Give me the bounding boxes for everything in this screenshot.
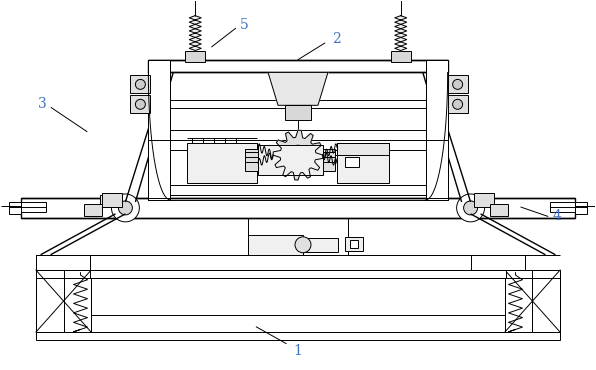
- Polygon shape: [273, 130, 323, 180]
- Polygon shape: [190, 33, 201, 37]
- Polygon shape: [395, 29, 406, 33]
- Circle shape: [135, 80, 145, 90]
- Circle shape: [457, 194, 485, 222]
- Bar: [551, 202, 575, 212]
- Bar: [337, 143, 389, 183]
- Polygon shape: [395, 42, 406, 46]
- Bar: [131, 95, 150, 113]
- Bar: [85, 204, 103, 216]
- Bar: [101, 195, 119, 207]
- Bar: [258, 145, 323, 175]
- Bar: [285, 105, 311, 120]
- Bar: [103, 193, 122, 207]
- Bar: [187, 143, 257, 183]
- Text: 3: 3: [38, 97, 46, 111]
- Bar: [148, 60, 170, 200]
- Bar: [575, 202, 587, 214]
- Circle shape: [464, 201, 477, 215]
- Polygon shape: [190, 16, 201, 20]
- Bar: [532, 270, 560, 332]
- Polygon shape: [190, 29, 201, 33]
- Bar: [474, 193, 493, 207]
- Circle shape: [295, 237, 311, 253]
- Bar: [21, 198, 575, 218]
- Bar: [36, 332, 560, 340]
- Bar: [9, 202, 21, 214]
- Polygon shape: [190, 37, 201, 42]
- Circle shape: [111, 194, 139, 222]
- Bar: [148, 60, 448, 73]
- Polygon shape: [190, 24, 201, 29]
- Polygon shape: [190, 20, 201, 24]
- Bar: [64, 270, 91, 332]
- Circle shape: [452, 99, 462, 109]
- Bar: [91, 270, 505, 278]
- Bar: [345, 157, 359, 167]
- Bar: [248, 235, 303, 255]
- Bar: [83, 205, 100, 215]
- Bar: [448, 75, 468, 93]
- Circle shape: [119, 201, 132, 215]
- Bar: [505, 270, 532, 332]
- Bar: [426, 140, 448, 198]
- Bar: [131, 75, 150, 93]
- Polygon shape: [395, 16, 406, 20]
- Bar: [426, 60, 448, 200]
- Circle shape: [135, 99, 145, 109]
- Circle shape: [452, 80, 462, 90]
- Bar: [91, 255, 505, 270]
- Polygon shape: [395, 20, 406, 24]
- Bar: [489, 204, 508, 216]
- Bar: [323, 149, 335, 171]
- Polygon shape: [268, 73, 328, 105]
- Bar: [337, 143, 389, 155]
- Bar: [36, 255, 91, 270]
- Polygon shape: [395, 46, 406, 51]
- Text: 1: 1: [294, 344, 302, 358]
- Polygon shape: [395, 24, 406, 29]
- Bar: [248, 218, 348, 255]
- Bar: [148, 140, 170, 198]
- Polygon shape: [395, 33, 406, 37]
- Bar: [245, 149, 258, 171]
- Bar: [345, 237, 363, 251]
- Polygon shape: [395, 37, 406, 42]
- Circle shape: [523, 319, 532, 327]
- Bar: [471, 255, 526, 270]
- Text: 4: 4: [552, 209, 561, 223]
- Bar: [303, 238, 338, 252]
- Bar: [36, 270, 64, 332]
- Bar: [448, 95, 468, 113]
- Bar: [185, 51, 205, 63]
- Text: 2: 2: [333, 33, 341, 46]
- Bar: [350, 240, 358, 248]
- Circle shape: [64, 319, 73, 327]
- Text: 5: 5: [240, 18, 249, 32]
- Bar: [36, 314, 560, 332]
- Bar: [391, 51, 411, 63]
- Polygon shape: [190, 46, 201, 51]
- Polygon shape: [190, 42, 201, 46]
- Polygon shape: [148, 73, 170, 200]
- Bar: [21, 202, 45, 212]
- Circle shape: [288, 145, 308, 165]
